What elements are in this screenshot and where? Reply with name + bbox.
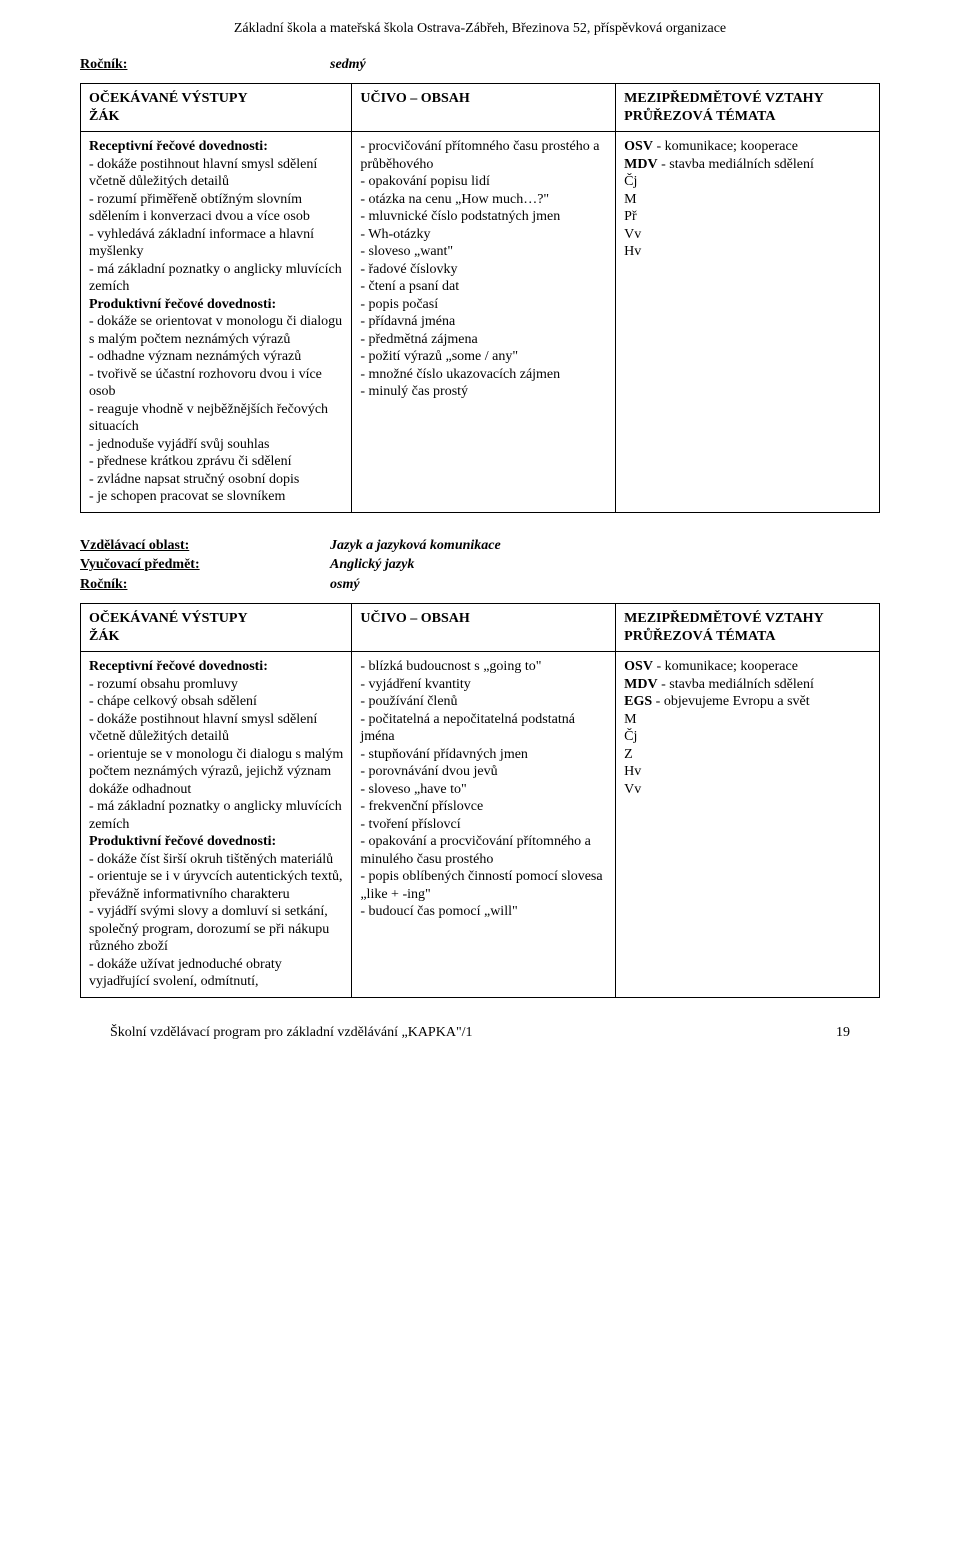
- table-header-content: UČIVO – OBSAH: [352, 84, 616, 132]
- section-heading-block: Vzdělávací oblast: Jazyk a jazyková komu…: [80, 537, 880, 594]
- table-header-relations: MEZIPŘEDMĚTOVÉ VZTAHY PRŮŘEZOVÁ TÉMATA: [616, 604, 880, 652]
- table-cell-outcomes: Receptivní řečové dovednosti: - dokáže p…: [81, 132, 352, 513]
- school-header: Základní škola a mateřská škola Ostrava-…: [80, 20, 880, 38]
- table-row: OČEKÁVANÉ VÝSTUPY ŽÁK UČIVO – OBSAH MEZI…: [81, 604, 880, 652]
- section-value-grade: osmý: [330, 576, 360, 594]
- table-cell-relations: OSV - komunikace; kooperace MDV - stavba…: [616, 132, 880, 513]
- table-header-relations: MEZIPŘEDMĚTOVÉ VZTAHY PRŮŘEZOVÁ TÉMATA: [616, 84, 880, 132]
- table-row: OČEKÁVANÉ VÝSTUPY ŽÁK UČIVO – OBSAH MEZI…: [81, 84, 880, 132]
- grade-value: sedmý: [330, 56, 366, 74]
- section-label-subject: Vyučovací předmět:: [80, 556, 330, 574]
- curriculum-table-7: OČEKÁVANÉ VÝSTUPY ŽÁK UČIVO – OBSAH MEZI…: [80, 83, 880, 513]
- section-label-area: Vzdělávací oblast:: [80, 537, 330, 555]
- footer-text: Školní vzdělávací program pro základní v…: [110, 1025, 473, 1040]
- page-footer: Školní vzdělávací program pro základní v…: [80, 1024, 880, 1042]
- table-header-content: UČIVO – OBSAH: [352, 604, 616, 652]
- section-value-area: Jazyk a jazyková komunikace: [330, 537, 501, 555]
- section-row-area: Vzdělávací oblast: Jazyk a jazyková komu…: [80, 537, 880, 555]
- grade-label: Ročník:: [80, 56, 330, 74]
- section-label-grade: Ročník:: [80, 576, 330, 594]
- table-header-outcomes: OČEKÁVANÉ VÝSTUPY ŽÁK: [81, 604, 352, 652]
- section-row-subject: Vyučovací předmět: Anglický jazyk: [80, 556, 880, 574]
- curriculum-table-8: OČEKÁVANÉ VÝSTUPY ŽÁK UČIVO – OBSAH MEZI…: [80, 603, 880, 998]
- table-cell-outcomes: Receptivní řečové dovednosti: - rozumí o…: [81, 652, 352, 998]
- table-cell-relations: OSV - komunikace; kooperace MDV - stavba…: [616, 652, 880, 998]
- table-cell-content: - blízká budoucnost s „going to" - vyjád…: [352, 652, 616, 998]
- section-value-subject: Anglický jazyk: [330, 556, 414, 574]
- grade-row: Ročník: sedmý: [80, 56, 880, 74]
- table-header-outcomes: OČEKÁVANÉ VÝSTUPY ŽÁK: [81, 84, 352, 132]
- table-row: Receptivní řečové dovednosti: - rozumí o…: [81, 652, 880, 998]
- page-number: 19: [836, 1024, 850, 1042]
- page: Základní škola a mateřská škola Ostrava-…: [40, 0, 920, 1071]
- table-cell-content: - procvičování přítomného času prostého …: [352, 132, 616, 513]
- table-row: Receptivní řečové dovednosti: - dokáže p…: [81, 132, 880, 513]
- section-row-grade: Ročník: osmý: [80, 576, 880, 594]
